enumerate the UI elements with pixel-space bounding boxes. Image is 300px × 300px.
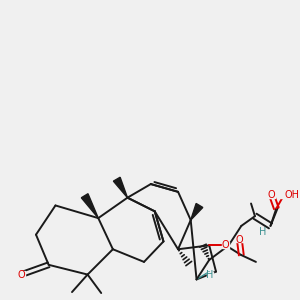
Bar: [280, 191, 288, 198]
Polygon shape: [81, 194, 98, 218]
Bar: [268, 191, 275, 198]
Text: O: O: [222, 240, 230, 250]
Bar: [222, 242, 229, 248]
Bar: [207, 272, 213, 278]
Bar: [17, 271, 25, 278]
Text: H: H: [259, 227, 266, 237]
Bar: [236, 237, 243, 242]
Polygon shape: [191, 203, 203, 220]
Text: OH: OH: [284, 190, 299, 200]
Polygon shape: [113, 177, 128, 198]
Text: H: H: [206, 269, 214, 280]
Text: O: O: [236, 235, 243, 244]
Text: O: O: [268, 190, 275, 200]
Bar: [260, 229, 266, 235]
Text: O: O: [18, 269, 25, 280]
